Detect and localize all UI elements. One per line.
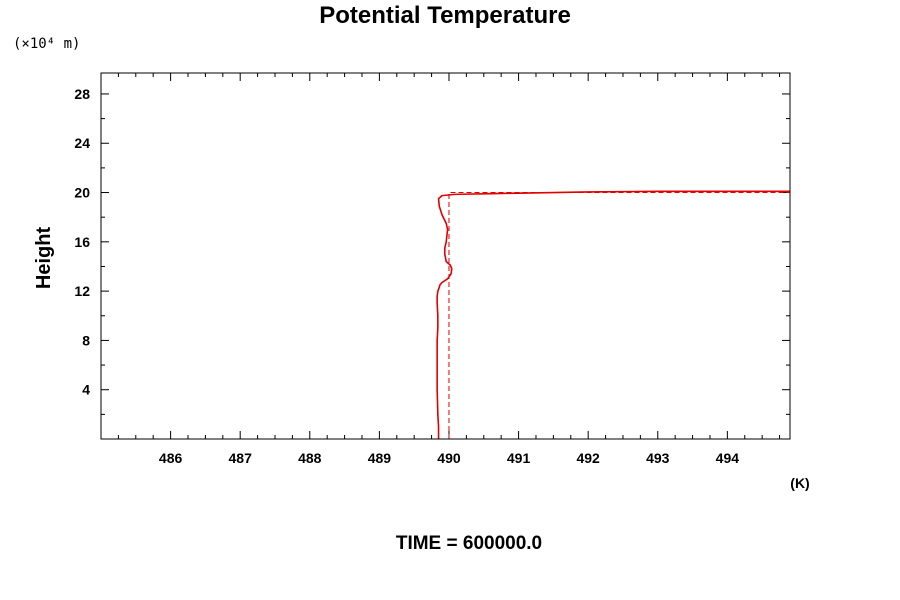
series-layer — [436, 190, 790, 439]
x-tick-label: 486 — [159, 450, 183, 466]
time-footer: TIME = 600000.0 — [396, 533, 542, 554]
x-unit-label: (K) — [790, 475, 809, 491]
chart-title: Potential Temperature — [319, 2, 571, 29]
initial-profile-line — [448, 192, 790, 439]
y-tick-labels: 4 8 12 16 20 24 28 — [74, 86, 90, 398]
x-tick-label: 492 — [576, 450, 600, 466]
x-tick-label: 490 — [437, 450, 461, 466]
y-unit-label: (×10⁴ m) — [13, 36, 80, 52]
potential-temperature-line — [436, 190, 790, 439]
x-tick-label: 494 — [716, 450, 740, 466]
y-tick-label: 28 — [74, 86, 90, 102]
x-tick-label: 489 — [368, 450, 392, 466]
x-tick-label: 491 — [507, 450, 531, 466]
x-tick-labels: 486 487 488 489 490 491 492 493 494 — [159, 450, 739, 466]
y-tick-label: 16 — [74, 234, 90, 250]
plot-frame — [100, 72, 791, 440]
y-tick-label: 4 — [82, 382, 90, 398]
y-tick-label: 12 — [74, 283, 90, 299]
x-tick-label: 488 — [298, 450, 322, 466]
y-tick-label: 20 — [74, 185, 90, 201]
y-tick-label: 8 — [82, 332, 90, 348]
x-tick-label: 487 — [229, 450, 253, 466]
y-tick-label: 24 — [74, 135, 90, 151]
x-tick-label: 493 — [646, 450, 670, 466]
y-axis-label: Height — [33, 227, 55, 290]
axis-ticks — [101, 73, 790, 439]
